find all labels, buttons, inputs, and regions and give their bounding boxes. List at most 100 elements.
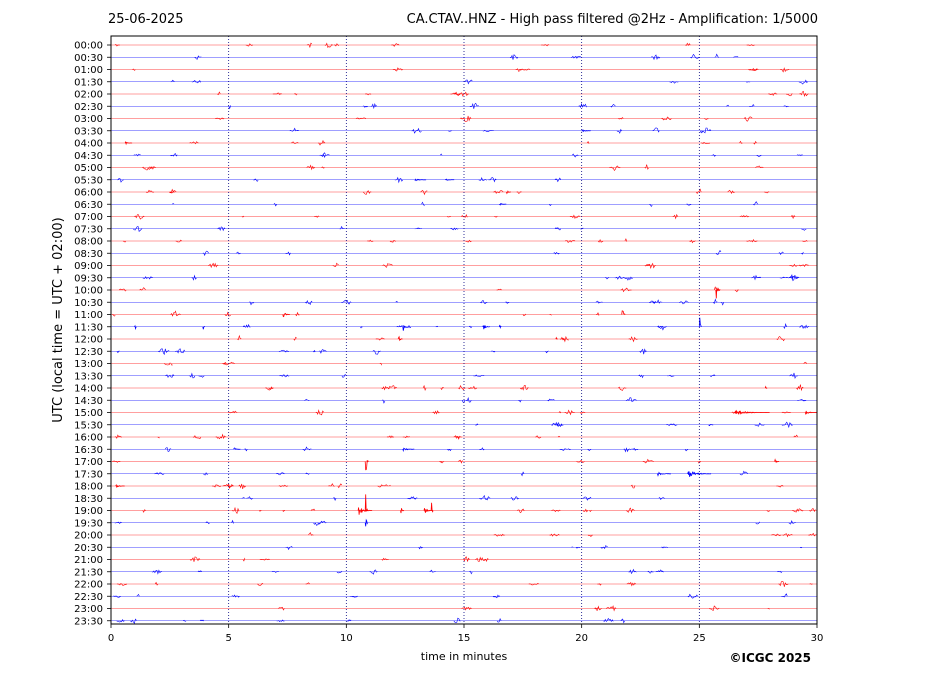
trace-noise <box>145 188 770 196</box>
seismic-event-0 <box>581 129 591 133</box>
row-label-0930: 09:30 <box>74 273 103 284</box>
trace-noise <box>242 323 810 331</box>
row-label-0500: 05:00 <box>74 163 103 174</box>
row-label-2230: 22:30 <box>74 592 103 603</box>
vertical-gridlines <box>228 36 700 624</box>
row-label-1500: 15:00 <box>74 408 103 419</box>
row-label-1330: 13:30 <box>74 371 103 382</box>
row-label-1930: 19:30 <box>74 518 103 529</box>
row-label-1430: 14:30 <box>74 396 103 407</box>
seismic-event-36 <box>804 410 817 416</box>
row-label-0300: 03:00 <box>74 114 103 125</box>
seismic-event-4 <box>499 203 507 206</box>
trace-noise <box>211 483 784 489</box>
seismic-event-1 <box>414 178 427 182</box>
seismic-event-9 <box>134 324 137 331</box>
trace-noise <box>118 286 739 293</box>
seismic-event-19 <box>313 349 316 353</box>
trace-noise <box>228 102 789 110</box>
chart-date: 25-06-2025 <box>108 12 184 27</box>
trace-noise <box>194 53 739 61</box>
trace-noise <box>202 249 804 257</box>
x-axis-label: time in minutes <box>421 650 508 663</box>
seismic-event-31 <box>423 508 434 513</box>
trace-noise <box>112 593 788 599</box>
seismic-event-14 <box>482 324 490 330</box>
trace-noise <box>265 384 804 392</box>
seismic-event-12 <box>402 325 405 331</box>
row-label-0600: 06:00 <box>74 188 103 199</box>
seismic-event-32 <box>282 510 285 512</box>
seismic-event-17 <box>397 335 403 342</box>
trace-noise <box>122 238 808 244</box>
seismic-event-24 <box>687 470 712 477</box>
y-axis-label: UTC (local time = UTC + 02:00) <box>51 217 66 422</box>
trace-noise <box>189 556 489 562</box>
row-label-1630: 16:30 <box>74 445 103 456</box>
trace-noise <box>151 568 783 575</box>
trace-noise <box>142 164 764 172</box>
seismic-event-7 <box>621 310 626 315</box>
x-tick-label-10: 10 <box>340 633 353 644</box>
row-label-1400: 14:00 <box>74 384 103 395</box>
seismic-event-20 <box>233 447 241 451</box>
row-label-1800: 18:00 <box>74 482 103 493</box>
trace-noise <box>142 506 816 515</box>
x-tick-label-30: 30 <box>811 633 824 644</box>
trace-noise <box>133 152 804 158</box>
trace-noise <box>114 433 798 440</box>
trace-noise <box>112 458 702 464</box>
row-label-0230: 02:30 <box>74 102 103 113</box>
trace-noise <box>228 409 791 416</box>
seismic-event-39 <box>708 424 714 427</box>
trace-noise <box>248 298 724 306</box>
seismic-event-18 <box>555 336 558 340</box>
seismic-event-6 <box>395 301 398 303</box>
trace-noise <box>164 372 799 380</box>
trace-noise <box>112 310 600 317</box>
trace-noise <box>164 446 689 453</box>
seismic-event-38 <box>124 141 133 146</box>
trace-noise <box>475 421 793 429</box>
row-label-2100: 21:00 <box>74 555 103 566</box>
seismic-event-34 <box>364 518 369 527</box>
seismic-event-23 <box>774 458 780 464</box>
row-label-2130: 21:30 <box>74 567 103 578</box>
trace-noise <box>278 605 770 612</box>
trace-noise <box>217 90 809 98</box>
seismic-event-13 <box>435 325 439 328</box>
row-label-0730: 07:30 <box>74 224 103 235</box>
chart-title: CA.CTAV..HNZ - High pass filtered @2Hz -… <box>406 12 818 27</box>
row-label-1200: 12:00 <box>74 335 103 346</box>
row-label-0330: 03:30 <box>74 126 103 137</box>
seismic-event-2 <box>444 178 455 181</box>
seismic-event-11 <box>360 326 363 329</box>
row-label-0030: 00:30 <box>74 53 103 64</box>
seismic-event-5 <box>715 287 721 299</box>
x-tick-label-20: 20 <box>575 633 588 644</box>
row-label-0900: 09:00 <box>74 261 103 272</box>
row-label-1730: 17:30 <box>74 469 103 480</box>
copyright-label: ©ICGC 2025 <box>729 651 811 665</box>
row-label-1030: 10:30 <box>74 298 103 309</box>
seismic-event-28 <box>364 494 369 512</box>
row-label-0100: 01:00 <box>74 65 103 76</box>
row-label-1830: 18:30 <box>74 494 103 505</box>
row-label-0200: 02:00 <box>74 90 103 101</box>
trace-noise <box>189 139 757 146</box>
row-label-1130: 11:30 <box>74 322 103 333</box>
trace-noise <box>114 519 796 526</box>
trace-noise <box>116 617 625 624</box>
row-label-0630: 06:30 <box>74 200 103 211</box>
seismic-event-26 <box>115 483 125 489</box>
row-label-1300: 13:00 <box>74 359 103 370</box>
x-axis-ticks: 0 5 10 15 20 25 30 <box>108 624 824 644</box>
seismic-event-35 <box>734 409 770 415</box>
trace-noise <box>241 494 665 501</box>
row-label-1530: 15:30 <box>74 420 103 431</box>
row-label-1700: 17:00 <box>74 457 103 468</box>
seismic-event-8 <box>282 312 290 318</box>
seismic-event-22 <box>364 460 369 471</box>
seismic-event-3 <box>506 190 511 195</box>
